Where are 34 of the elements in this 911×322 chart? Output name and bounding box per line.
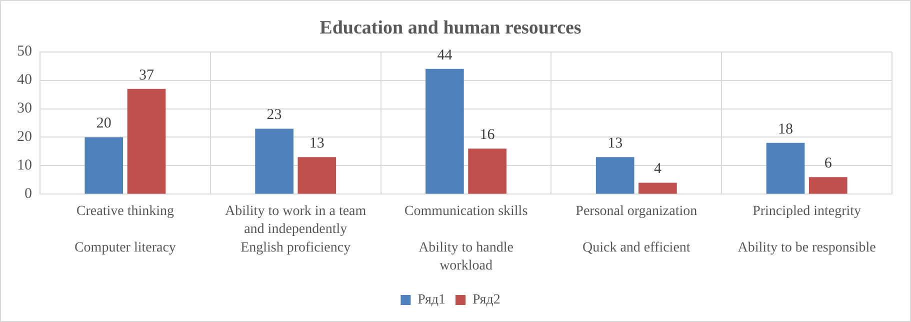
- bar: [766, 142, 805, 194]
- legend-label: Ряд2: [472, 292, 500, 308]
- y-tick-label: 40: [17, 72, 32, 88]
- data-label: 16: [480, 127, 496, 144]
- category-label: Communication skills Ability to handle workload: [404, 204, 528, 274]
- bar: [426, 68, 464, 194]
- x-tick-label: Ability to work in a team and independently English proficiency: [225, 204, 366, 256]
- y-tick-label: 10: [17, 158, 32, 174]
- bar: [596, 157, 634, 194]
- category-label: Creative thinking Computer literacy: [74, 204, 176, 256]
- bar: [298, 157, 336, 194]
- data-label: 23: [266, 107, 282, 124]
- y-tick-label: 0: [24, 186, 32, 202]
- data-label: 4: [654, 161, 662, 178]
- data-label: 6: [824, 156, 832, 172]
- chart-title: Education and human resources: [320, 17, 582, 38]
- data-label: 20: [96, 116, 112, 132]
- bar: [808, 177, 848, 194]
- y-tick-label: 20: [17, 129, 32, 146]
- category-label: Principled integrity Ability to be responsible: [738, 204, 876, 256]
- bar: [127, 88, 166, 194]
- legend-label: Ряд1: [418, 292, 446, 308]
- bar: [255, 128, 294, 194]
- y-tick-label: 30: [17, 100, 32, 117]
- category-label: Personal organization Quick and efficient: [576, 204, 698, 256]
- data-label: 13: [608, 136, 623, 152]
- bar: [468, 148, 506, 194]
- data-label: 18: [778, 121, 793, 138]
- data-label: 37: [139, 67, 154, 84]
- bar: [638, 182, 677, 194]
- data-label: 44: [437, 47, 453, 64]
- y-tick-label: 50: [17, 44, 32, 60]
- bar: [84, 137, 124, 194]
- data-label: 13: [309, 136, 324, 152]
